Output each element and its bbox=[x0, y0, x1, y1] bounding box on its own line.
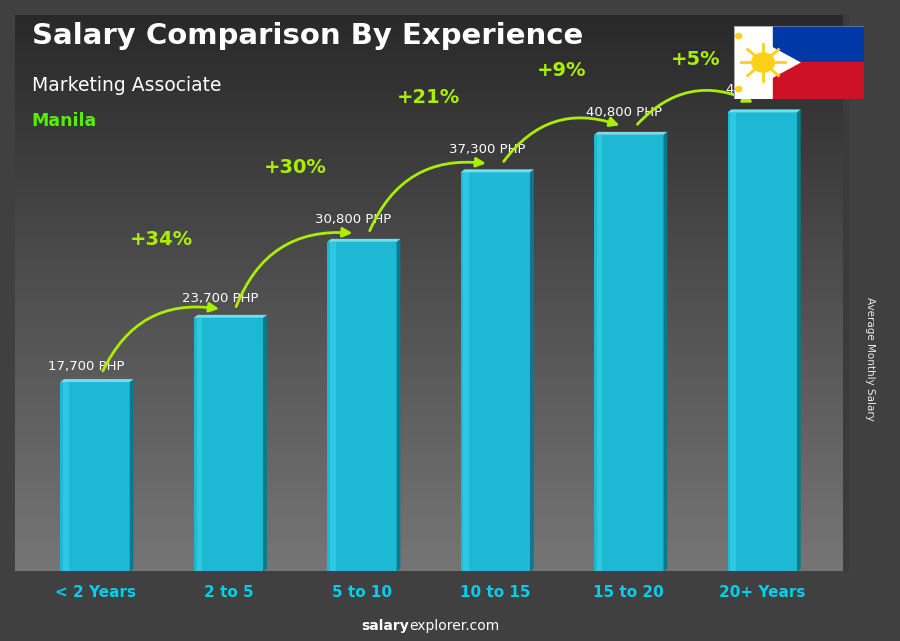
Polygon shape bbox=[397, 239, 400, 572]
Text: 17,700 PHP: 17,700 PHP bbox=[49, 360, 125, 374]
Text: +9%: +9% bbox=[537, 62, 587, 80]
Text: +21%: +21% bbox=[397, 88, 460, 107]
Circle shape bbox=[752, 53, 774, 72]
Polygon shape bbox=[727, 110, 801, 112]
Text: explorer.com: explorer.com bbox=[410, 619, 500, 633]
Text: +5%: +5% bbox=[670, 49, 720, 69]
Polygon shape bbox=[328, 239, 400, 242]
FancyBboxPatch shape bbox=[464, 172, 469, 572]
Text: Manila: Manila bbox=[32, 112, 97, 130]
Circle shape bbox=[735, 87, 742, 92]
Circle shape bbox=[763, 60, 769, 65]
Text: +30%: +30% bbox=[264, 158, 327, 176]
Text: 37,300 PHP: 37,300 PHP bbox=[449, 143, 526, 156]
Polygon shape bbox=[663, 132, 667, 572]
Bar bbox=[772, 26, 864, 62]
FancyBboxPatch shape bbox=[60, 382, 130, 572]
FancyBboxPatch shape bbox=[594, 135, 663, 572]
Circle shape bbox=[735, 33, 742, 38]
Polygon shape bbox=[130, 379, 133, 572]
Polygon shape bbox=[60, 379, 133, 382]
Text: 30,800 PHP: 30,800 PHP bbox=[315, 213, 392, 226]
Text: +34%: +34% bbox=[130, 230, 194, 249]
Bar bbox=[772, 62, 864, 99]
Text: Salary Comparison By Experience: Salary Comparison By Experience bbox=[32, 22, 583, 51]
Polygon shape bbox=[263, 315, 267, 572]
FancyBboxPatch shape bbox=[597, 135, 602, 572]
Text: salary: salary bbox=[362, 619, 410, 633]
Polygon shape bbox=[461, 169, 534, 172]
FancyBboxPatch shape bbox=[328, 242, 397, 572]
Polygon shape bbox=[734, 26, 801, 99]
Text: 23,700 PHP: 23,700 PHP bbox=[182, 292, 258, 305]
FancyBboxPatch shape bbox=[730, 112, 736, 572]
FancyBboxPatch shape bbox=[196, 318, 202, 572]
Text: 40,800 PHP: 40,800 PHP bbox=[586, 106, 662, 119]
Polygon shape bbox=[530, 169, 534, 572]
FancyBboxPatch shape bbox=[727, 112, 797, 572]
FancyBboxPatch shape bbox=[194, 318, 263, 572]
Polygon shape bbox=[797, 110, 801, 572]
FancyBboxPatch shape bbox=[63, 382, 68, 572]
Polygon shape bbox=[194, 315, 267, 318]
Text: 42,900 PHP: 42,900 PHP bbox=[726, 83, 803, 96]
FancyBboxPatch shape bbox=[461, 172, 530, 572]
Polygon shape bbox=[594, 132, 667, 135]
Text: Average Monthly Salary: Average Monthly Salary bbox=[865, 297, 876, 421]
FancyBboxPatch shape bbox=[330, 242, 336, 572]
Text: Marketing Associate: Marketing Associate bbox=[32, 76, 221, 95]
